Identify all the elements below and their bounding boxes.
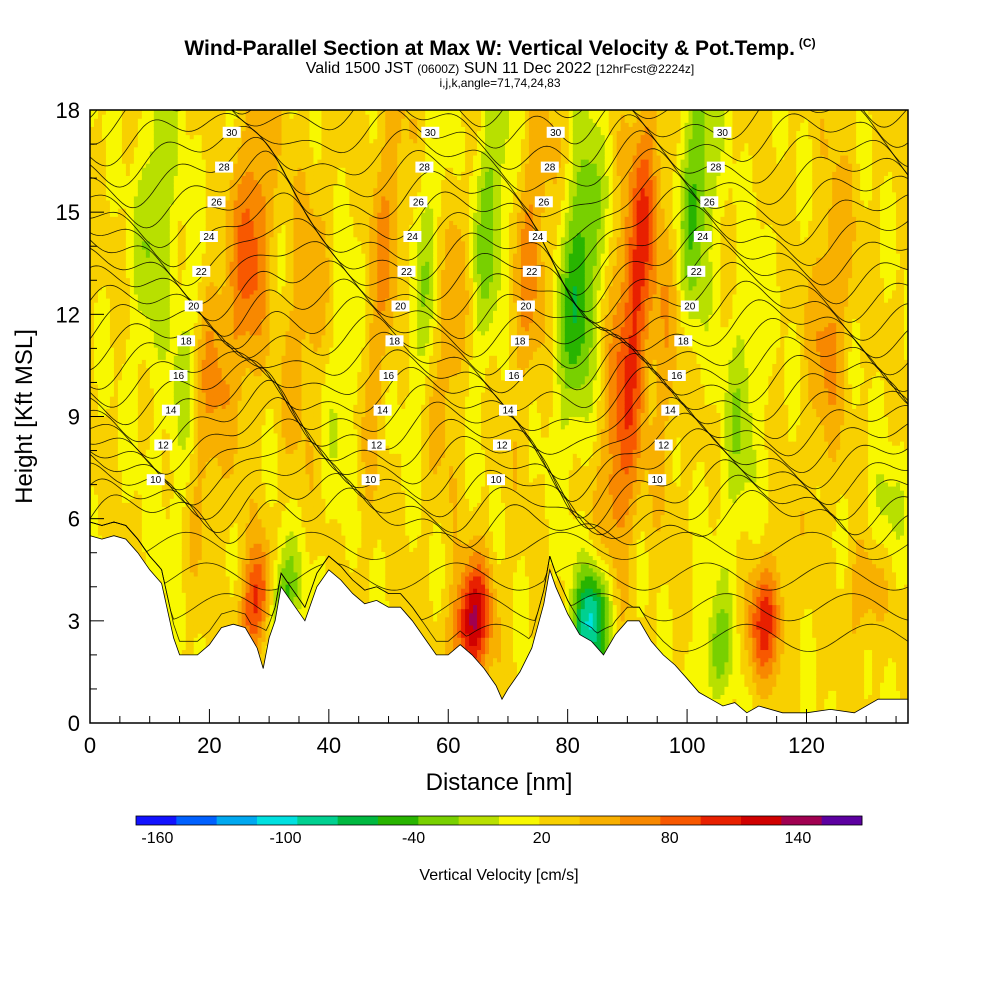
- theta-label: 30: [421, 127, 439, 139]
- theta-label: 18: [177, 335, 195, 347]
- theta-label: 20: [185, 301, 203, 313]
- theta-label: 30: [713, 127, 731, 139]
- theta-label: 24: [200, 231, 218, 243]
- theta-label: 24: [529, 231, 547, 243]
- colorbar-tick-label: -100: [269, 830, 301, 847]
- theta-contour: [90, 0, 908, 65]
- x-tick-label: 80: [555, 733, 579, 758]
- theta-label: 12: [655, 440, 673, 452]
- theta-label: 16: [170, 370, 188, 382]
- x-tick-label: 100: [669, 733, 706, 758]
- colorbar-swatch: [539, 816, 580, 825]
- colorbar-swatch: [459, 816, 500, 825]
- colorbar-swatch: [338, 816, 379, 825]
- colorbar-swatch: [660, 816, 701, 825]
- theta-label: 20: [681, 301, 699, 313]
- x-tick-label: 120: [788, 733, 825, 758]
- theta-label: 20: [392, 301, 410, 313]
- theta-label: 24: [694, 231, 712, 243]
- colorbar-swatch: [499, 816, 540, 825]
- y-tick-label: 3: [68, 609, 80, 634]
- theta-label: 22: [192, 266, 210, 278]
- theta-contour: [90, 45, 908, 106]
- theta-contour: [90, 2, 908, 77]
- y-axis-label: Height [Kft MSL]: [11, 329, 38, 504]
- theta-label: 18: [674, 335, 692, 347]
- theta-label: 16: [668, 370, 686, 382]
- theta-label: 26: [409, 196, 427, 208]
- colorbar-swatch: [257, 816, 298, 825]
- colorbar-swatch: [620, 816, 661, 825]
- theta-label: 22: [398, 266, 416, 278]
- theta-contour: [90, 0, 908, 48]
- theta-label: 16: [505, 370, 523, 382]
- colorbar-swatch: [822, 816, 863, 825]
- colorbar-swatch: [580, 816, 621, 825]
- colorbar: -160 -100 -40 20 80 140 Vertical Velocity [cm/…: [136, 816, 862, 884]
- y-tick-label: 9: [68, 405, 80, 430]
- colorbar-swatch: [418, 816, 459, 825]
- x-tick-label: 20: [197, 733, 221, 758]
- theta-label: 14: [374, 405, 392, 417]
- theta-label: 16: [380, 370, 398, 382]
- theta-label: 26: [208, 196, 226, 208]
- theta-label: 22: [687, 266, 705, 278]
- theta-label: 10: [362, 474, 380, 486]
- theta-label: 26: [535, 196, 553, 208]
- colorbar-tick-label: 20: [533, 830, 551, 847]
- colorbar-tick-label: -160: [141, 830, 173, 847]
- theta-label: 28: [541, 162, 559, 174]
- theta-label: 10: [648, 474, 666, 486]
- theta-label: 14: [499, 405, 517, 417]
- colorbar-swatch: [217, 816, 258, 825]
- theta-label: 28: [415, 162, 433, 174]
- theta-label: 12: [368, 440, 386, 452]
- colorbar-swatch: [781, 816, 822, 825]
- theta-label: 10: [487, 474, 505, 486]
- x-tick-label: 40: [317, 733, 341, 758]
- y-tick-label: 18: [56, 98, 80, 123]
- theta-label: 10: [147, 474, 165, 486]
- x-tick-label: 60: [436, 733, 460, 758]
- theta-label: 30: [547, 127, 565, 139]
- colorbar-swatch: [378, 816, 419, 825]
- theta-label: 12: [154, 440, 172, 452]
- theta-label: 14: [162, 405, 180, 417]
- theta-label: 24: [403, 231, 421, 243]
- colorbar-tick-label: 140: [785, 830, 812, 847]
- x-axis-label: Distance [nm]: [426, 769, 573, 796]
- theta-label: 20: [517, 301, 535, 313]
- theta-label: 30: [223, 127, 241, 139]
- y-tick-label: 15: [56, 200, 80, 225]
- x-tick-label: 0: [84, 733, 96, 758]
- colorbar-swatch: [297, 816, 338, 825]
- theta-label: 18: [386, 335, 404, 347]
- theta-label: 28: [707, 162, 725, 174]
- theta-label: 22: [523, 266, 541, 278]
- y-tick-label: 12: [56, 302, 80, 327]
- y-tick-label: 0: [68, 711, 80, 736]
- chart-figure: 1012141618202224262830101214161820222426…: [0, 0, 1000, 1000]
- colorbar-label: Vertical Velocity [cm/s]: [419, 867, 578, 884]
- colorbar-swatch: [701, 816, 742, 825]
- theta-label: 28: [215, 162, 233, 174]
- y-tick-label: 6: [68, 507, 80, 532]
- colorbar-swatch: [741, 816, 782, 825]
- colorbar-swatch: [136, 816, 177, 825]
- theta-label: 18: [511, 335, 529, 347]
- colorbar-tick-label: -40: [402, 830, 425, 847]
- colorbar-swatch: [176, 816, 217, 825]
- theta-label: 14: [661, 405, 679, 417]
- theta-label: 12: [493, 440, 511, 452]
- colorbar-tick-label: 80: [661, 830, 679, 847]
- theta-label: 26: [700, 196, 718, 208]
- theta-contour: [90, 24, 908, 88]
